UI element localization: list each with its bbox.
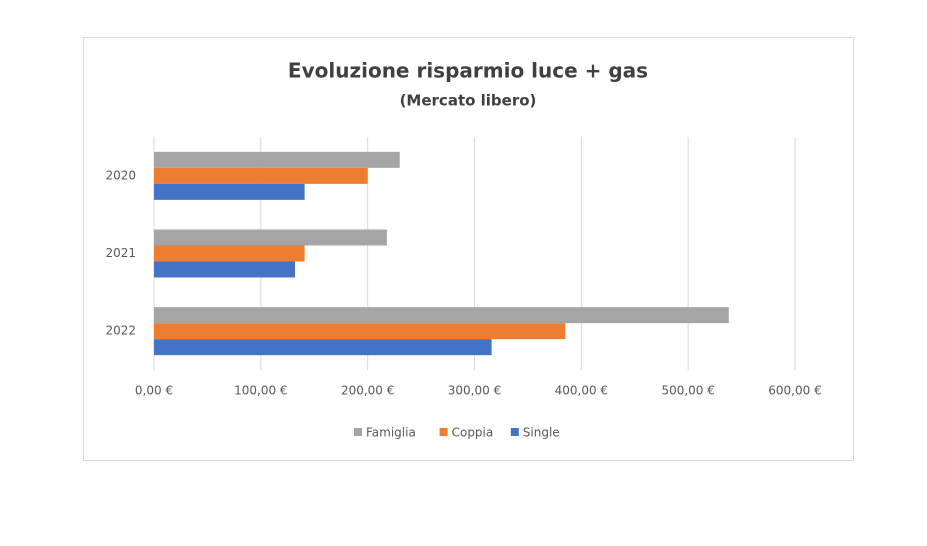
x-tick-label: 0,00 €	[135, 384, 173, 398]
bar	[154, 307, 729, 324]
x-tick-label: 600,00 €	[768, 384, 821, 398]
bar	[154, 261, 296, 278]
legend-label: Single	[523, 426, 560, 440]
legend-swatch	[354, 428, 362, 436]
y-tick-label: 2021	[105, 246, 136, 260]
y-tick-label: 2022	[105, 324, 136, 338]
bar	[154, 183, 305, 200]
y-tick-label: 2020	[105, 168, 136, 182]
legend-label: Coppia	[452, 426, 494, 440]
bar	[154, 323, 566, 340]
bar	[154, 167, 368, 184]
bar	[154, 339, 492, 356]
legend-swatch	[510, 428, 519, 436]
bar	[154, 245, 305, 262]
legend-swatch	[439, 428, 448, 436]
legend-label: Famiglia	[366, 426, 416, 440]
x-tick-label: 400,00 €	[555, 384, 608, 398]
bar	[154, 151, 400, 168]
x-tick-label: 100,00 €	[234, 384, 287, 398]
x-tick-label: 200,00 €	[341, 384, 394, 398]
x-tick-label: 500,00 €	[661, 384, 714, 398]
x-tick-label: 300,00 €	[448, 384, 501, 398]
chart-title: Evoluzione risparmio luce + gas	[288, 59, 648, 83]
chart-subtitle: (Mercato libero)	[400, 92, 537, 110]
bar	[154, 229, 387, 246]
